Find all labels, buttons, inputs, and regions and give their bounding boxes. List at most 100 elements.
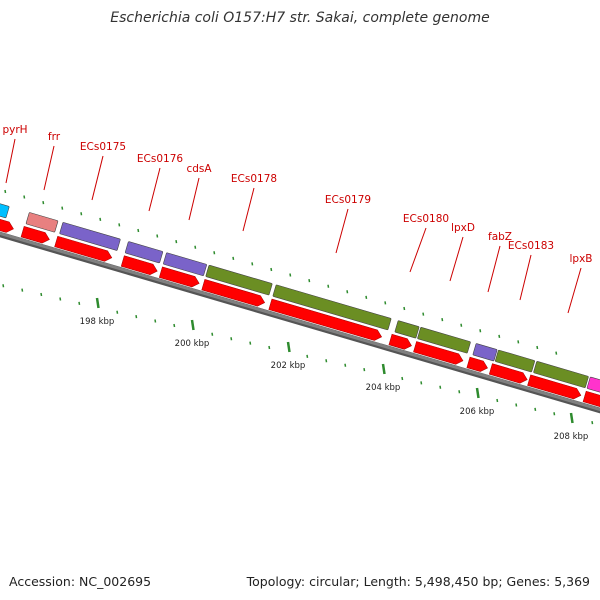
track-tick (99, 217, 102, 221)
gene-label: frr (48, 131, 61, 143)
feature-bar (417, 327, 471, 354)
gene-leader-line (519, 254, 532, 301)
gene-label: lpxB (570, 253, 593, 265)
gene-leader-line (148, 167, 161, 212)
scale-minor-tick (116, 310, 119, 314)
gene-leader-line (188, 177, 200, 221)
gene-label: pyrH (2, 124, 27, 136)
feature-bar (124, 241, 164, 264)
scale-minor-tick (306, 354, 309, 359)
scale-minor-tick (2, 284, 5, 288)
cds-arrow (20, 226, 50, 244)
track-tick (194, 245, 197, 249)
cds-arrow (54, 235, 113, 262)
track-tick (384, 301, 387, 305)
scale-minor-tick (40, 292, 43, 297)
cds-arrow (413, 341, 464, 365)
scale-tick-label: 204 kbp (366, 383, 401, 393)
feature-bar (533, 361, 589, 388)
track-tick (460, 323, 463, 327)
track-tick (80, 212, 83, 216)
track-tick (536, 345, 539, 350)
gene-label: ECs0178 (231, 173, 277, 185)
scale-minor-tick (249, 341, 252, 345)
track-tick (327, 284, 330, 288)
scale-tick (95, 297, 100, 309)
feature-bar (272, 284, 392, 331)
track-tick (346, 290, 349, 294)
scale-minor-tick (344, 363, 347, 367)
scale-tick (569, 412, 574, 424)
gene-label: ECs0183 (508, 240, 554, 252)
feature-bar (586, 376, 600, 397)
cds-arrow (120, 255, 158, 275)
scale-tick-label: 202 kbp (271, 361, 306, 371)
cds-arrow (158, 266, 200, 288)
scale-tick (475, 387, 480, 399)
gene-label: ECs0180 (403, 213, 449, 225)
gene-label: ECs0175 (80, 141, 126, 153)
gene-label: fabZ (488, 231, 512, 243)
scale-tick-label: 198 kbp (80, 317, 115, 327)
gene-label: lpxD (451, 222, 475, 234)
gene-label: ECs0179 (325, 194, 371, 206)
scale-minor-tick (211, 332, 214, 336)
track-tick (479, 329, 482, 333)
track-tick (61, 206, 64, 210)
feature-bar (495, 349, 535, 373)
scale-tick (381, 363, 386, 375)
scale-minor-tick (458, 390, 461, 394)
map-title: Escherichia coli O157:H7 str. Sakai, com… (110, 10, 490, 26)
cds-arrow (488, 363, 528, 384)
scale-tick-label: 200 kbp (175, 339, 210, 349)
scale-minor-tick (173, 323, 176, 328)
scale-minor-tick (534, 407, 537, 412)
track-tick (156, 234, 159, 238)
track-tick (118, 223, 121, 227)
accession-text: Accession: NC_002695 (9, 574, 152, 589)
scale-minor-tick (553, 412, 556, 416)
track-tick (42, 200, 45, 205)
gene-label: ECs0176 (137, 153, 183, 165)
track-tick (270, 267, 273, 272)
gene-leader-line (567, 267, 582, 314)
genome-stats-text: Topology: circular; Length: 5,498,450 bp… (246, 574, 590, 589)
cds-arrow (466, 356, 488, 372)
track-tick (213, 251, 216, 255)
track-tick (308, 279, 311, 283)
track-tick (175, 239, 178, 244)
feature-bar (163, 252, 207, 276)
gene-leader-line (409, 227, 427, 273)
scale-minor-tick (154, 319, 157, 323)
feature-bar (472, 343, 498, 362)
track-tick (289, 273, 292, 277)
scale-tick-label: 206 kbp (460, 407, 495, 417)
cds-arrow (582, 390, 600, 409)
track-tick (4, 189, 7, 194)
track-tick (23, 195, 26, 199)
feature-bar (59, 222, 121, 251)
scale-minor-tick (230, 337, 233, 341)
track-tick (555, 351, 558, 355)
cds-arrow (527, 374, 582, 400)
scale-minor-tick (420, 381, 423, 385)
cds-arrow (388, 333, 412, 350)
gene-leader-line (43, 145, 55, 191)
track-tick (365, 295, 368, 299)
feature-bar (0, 201, 10, 219)
track-tick (137, 228, 140, 233)
cds-arrow (0, 216, 14, 233)
scale-minor-tick (515, 403, 518, 407)
cds-arrow (201, 279, 266, 307)
scale-tick (286, 341, 291, 353)
scale-minor-tick (496, 398, 499, 403)
track-tick (403, 306, 406, 311)
scale-minor-tick (591, 421, 594, 425)
scale-minor-tick (363, 368, 366, 372)
scale-minor-tick (268, 345, 271, 350)
track-tick (422, 312, 425, 316)
gene-leader-line (487, 245, 501, 293)
scale-minor-tick (135, 314, 138, 319)
